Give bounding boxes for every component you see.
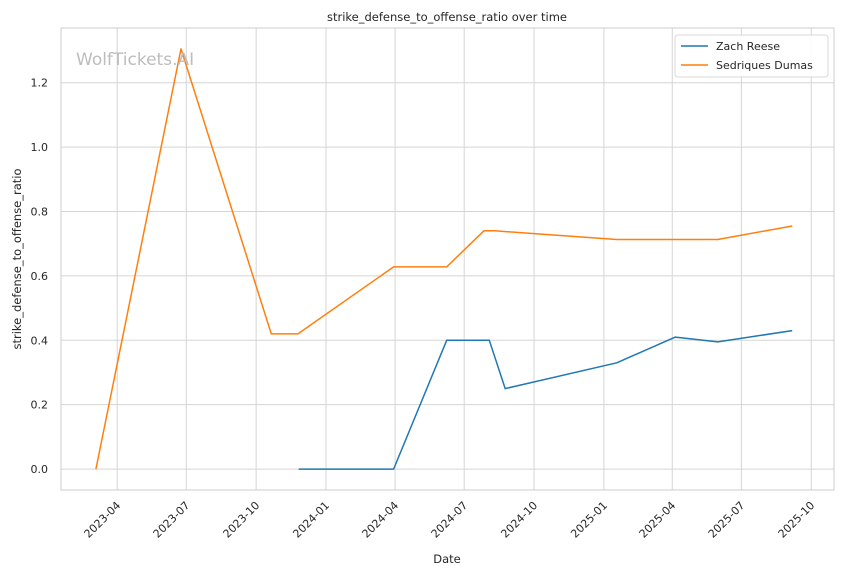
series-line-sedriques-dumas bbox=[95, 48, 793, 470]
y-tick-label: 0.0 bbox=[31, 463, 49, 476]
grid bbox=[61, 28, 834, 490]
chart-title: strike_defense_to_offense_ratio over tim… bbox=[327, 10, 567, 24]
legend: Zach Reese Sedriques Dumas bbox=[674, 34, 829, 78]
y-tick-label: 0.4 bbox=[31, 334, 49, 347]
y-tick-label: 1.2 bbox=[31, 77, 49, 90]
y-tick-label: 1.0 bbox=[31, 141, 49, 154]
legend-box bbox=[674, 34, 829, 78]
y-tick-label: 0.6 bbox=[31, 270, 49, 283]
legend-label: Sedriques Dumas bbox=[716, 59, 813, 72]
y-tick-labels: 0.0 0.2 0.4 0.6 0.8 1.0 1.2 bbox=[31, 77, 49, 476]
y-tick-label: 0.2 bbox=[31, 399, 49, 412]
plot-frame bbox=[60, 27, 835, 491]
series-line-zach-reese bbox=[298, 329, 793, 470]
legend-label: Zach Reese bbox=[716, 40, 780, 53]
series-lines bbox=[95, 48, 793, 470]
y-axis-title: strike_defense_to_offense_ratio bbox=[10, 168, 24, 349]
x-axis-title: Date bbox=[433, 552, 461, 566]
y-tick-label: 0.8 bbox=[31, 206, 49, 219]
watermark: WolfTickets.AI bbox=[76, 50, 194, 70]
